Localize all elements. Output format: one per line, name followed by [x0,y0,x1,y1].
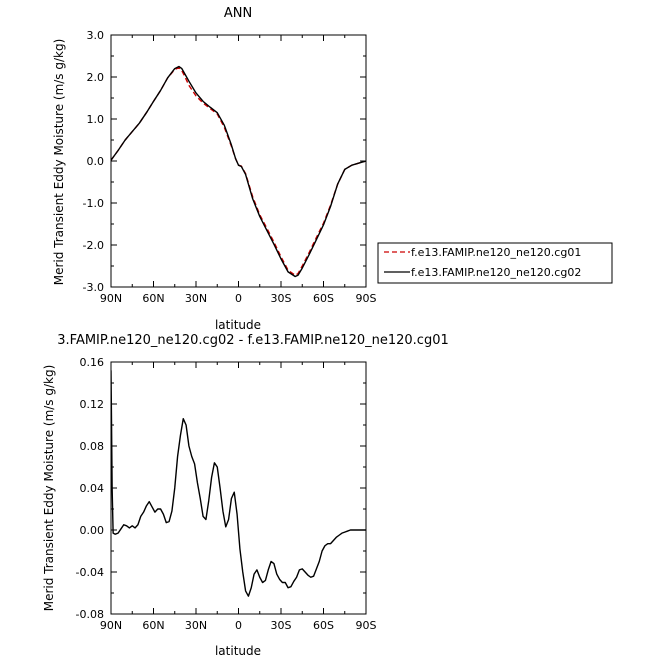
bottom-panel-x-tick-label: 30S [271,619,292,632]
bottom-panel-x-tick-label: 0 [235,619,242,632]
bottom-panel-x-tick-label: 90S [356,619,377,632]
top-panel-y-axis-title: Merid Transient Eddy Moisture (m/s g/kg) [52,39,66,286]
top-panel-x-tick-label: 0 [235,292,242,305]
bottom-panel-y-tick-label: 0.12 [80,398,105,411]
bottom-panel-y-tick-label: 0.08 [80,440,105,453]
top-panel-y-tick-label: 0.0 [87,155,105,168]
top-panel-x-tick-label: 30S [271,292,292,305]
bottom-panel-y-tick-label: 0.00 [80,524,105,537]
top-panel-x-tick-label: 90N [100,292,122,305]
top-panel-title: ANN [224,6,252,21]
bottom-panel-y-tick-label: 0.04 [80,482,105,495]
top-panel-y-tick-label: 3.0 [87,29,105,42]
top-panel-x-tick-label: 90S [356,292,377,305]
bottom-panel-series-line-1 [111,370,366,597]
top-panel-x-axis-title: latitude [215,318,261,332]
bottom-panel: 3.FAMIP.ne120_ne120.cg02 - f.e13.FAMIP.n… [42,333,449,658]
top-panel-frame [110,34,367,288]
bottom-panel-frame [110,361,367,615]
bottom-panel-plot-area: 90N 60N 30N 0 30S 60S 90S -0.08 -0.04 0.00 0.04 0.0… [76,356,377,632]
top-panel-x-tick-label: 60S [313,292,334,305]
top-panel-y-tick-label: -2.0 [83,239,104,252]
top-panel-y-tick-label: -3.0 [83,281,104,294]
legend-box [377,242,613,284]
legend-label-series-1: f.e13.FAMIP.ne120_ne120.cg01 [411,246,581,259]
bottom-panel-y-axis-title: Merid Transient Eddy Moisture (m/s g/kg) [42,365,56,612]
top-panel: ANN Merid Transient Eddy Moisture (m/s g… [52,6,613,332]
top-panel-x-tick-label: 30N [185,292,207,305]
legend-label-series-2: f.e13.FAMIP.ne120_ne120.cg02 [411,266,581,279]
bottom-panel-x-tick-label: 30N [185,619,207,632]
top-panel-plot-area: 90N 60N 30N 0 30S 60S 90S -3.0 -2.0 -1.0 0.0 1.0 2.0… [83,29,377,305]
bottom-panel-title: 3.FAMIP.ne120_ne120.cg02 - f.e13.FAMIP.n… [57,333,449,348]
bottom-panel-x-tick-label: 60S [313,619,334,632]
bottom-panel-x-tick-label: 60N [142,619,164,632]
bottom-panel-y-tick-label: -0.08 [76,608,104,621]
top-panel-y-tick-label: -1.0 [83,197,104,210]
top-panel-series-line-2 [111,65,366,278]
top-panel-y-tick-label: 1.0 [87,113,105,126]
bottom-panel-y-tick-label: 0.16 [80,356,105,369]
bottom-panel-y-tick-label: -0.04 [76,566,104,579]
bottom-panel-x-axis-title: latitude [215,644,261,658]
top-panel-x-tick-label: 60N [142,292,164,305]
bottom-panel-x-tick-label: 90N [100,619,122,632]
top-panel-legend: f.e13.FAMIP.ne120_ne120.cg01 f.e13.FAMIP… [377,242,613,284]
top-panel-series-line-1 [111,67,366,276]
top-panel-y-tick-label: 2.0 [87,71,105,84]
